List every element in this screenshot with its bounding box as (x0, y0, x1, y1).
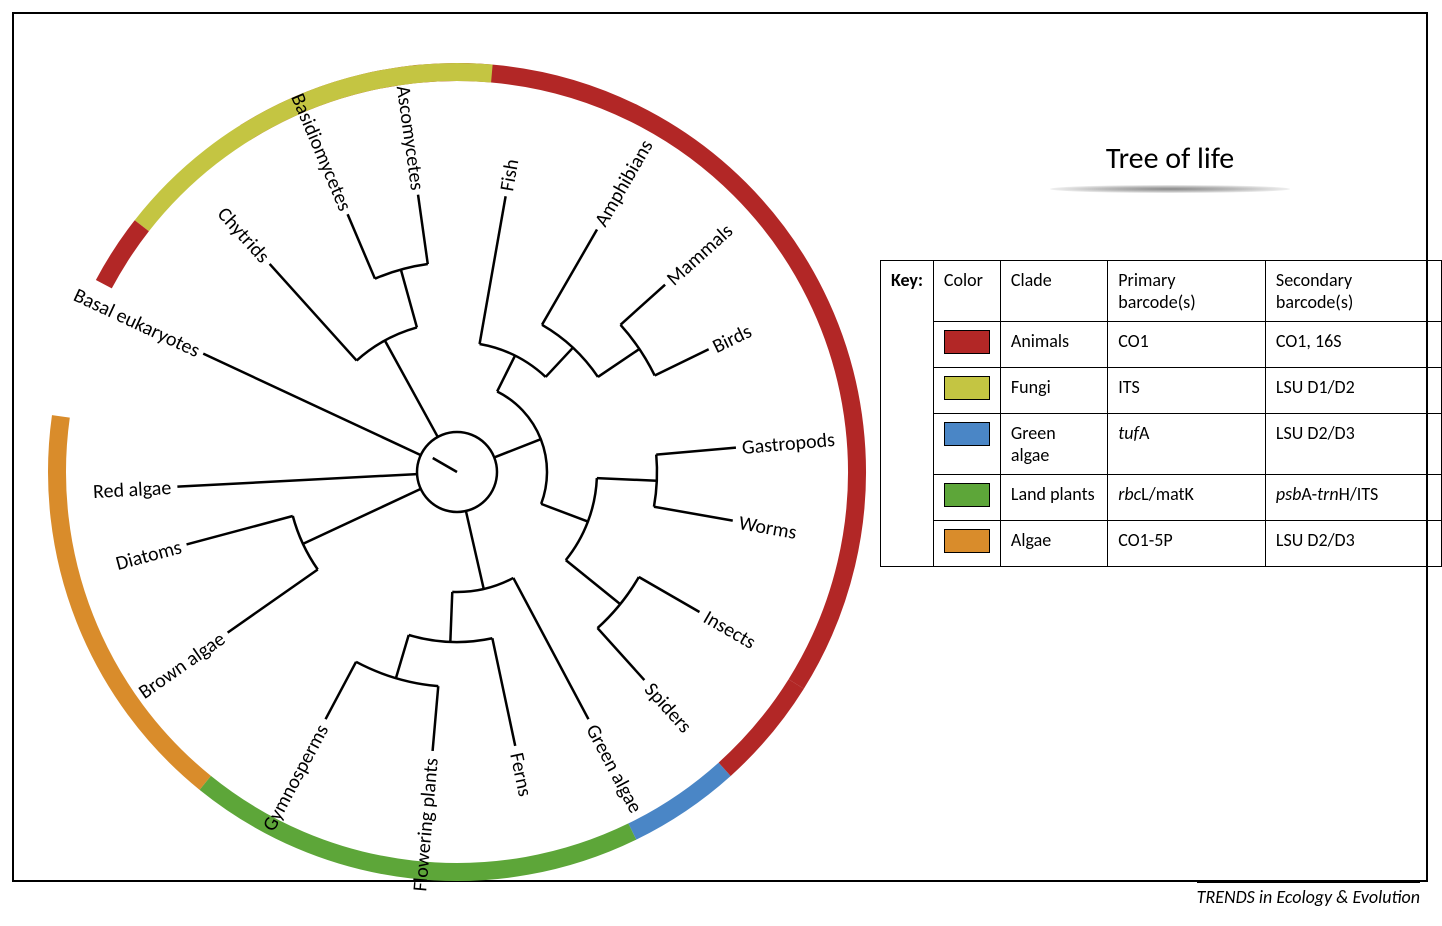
legend-swatch (944, 376, 990, 400)
legend-row: AnimalsCO1CO1, 16S (881, 322, 1442, 368)
legend-row: Green algaetufALSU D2/D3 (881, 414, 1442, 475)
ring-segment-algae (57, 416, 205, 783)
legend-row: AlgaeCO1-5PLSU D2/D3 (881, 521, 1442, 567)
figure-title: Tree of life (1020, 140, 1320, 177)
legend-key-header: Key: (881, 261, 934, 567)
legend-swatch (944, 330, 990, 354)
taxon-label: Fish (495, 158, 524, 194)
ring-segment-basal-eukaryotes (104, 226, 142, 284)
ring-segment-green-algae (632, 769, 724, 831)
legend-swatch (944, 422, 990, 446)
figure-credit: TRENDS in Ecology & Evolution (1197, 882, 1420, 908)
ring-segment-animals2 (725, 684, 797, 769)
legend-col-3: Secondary barcode(s) (1265, 261, 1441, 322)
legend-table: Key:ColorCladePrimary barcode(s)Secondar… (880, 260, 1442, 567)
legend-col-0: Color (933, 261, 1000, 322)
taxon-label: Red algae (93, 476, 172, 504)
legend-swatch (944, 529, 990, 553)
legend-row: Land plantsrbcL/matKpsbA-trnH/ITS (881, 475, 1442, 521)
legend-col-1: Clade (1000, 261, 1107, 322)
legend-row: FungiITSLSU D1/D2 (881, 368, 1442, 414)
legend-swatch (944, 483, 990, 507)
title-underline (1050, 185, 1290, 193)
legend-col-2: Primary barcode(s) (1108, 261, 1266, 322)
